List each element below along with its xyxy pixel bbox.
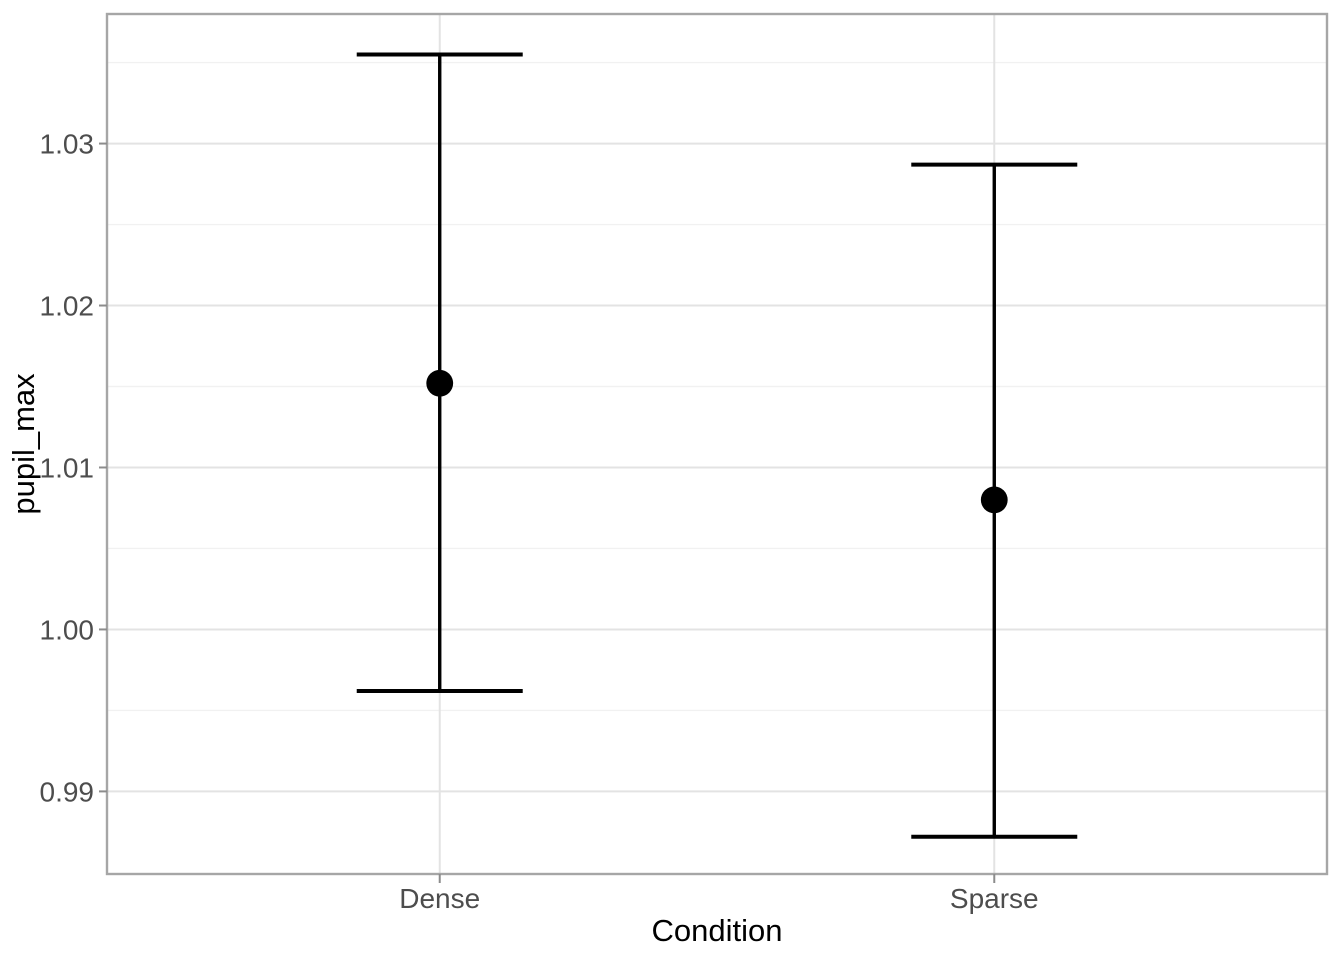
panel-layer [107, 14, 1327, 874]
x-tick-label: Sparse [950, 883, 1039, 914]
y-axis-title: pupil_max [6, 373, 41, 515]
x-axis-title: Condition [652, 913, 783, 948]
y-tick-label: 0.99 [40, 776, 95, 807]
data-layer [356, 52, 1078, 839]
panel-background [107, 14, 1327, 874]
point-mean [980, 486, 1008, 514]
panel-border [105, 12, 1329, 876]
y-tick-label: 1.01 [40, 452, 95, 483]
y-tick-label: 1.00 [40, 614, 95, 645]
y-tick-label: 1.03 [40, 129, 95, 160]
y-tick-label: 1.02 [40, 291, 95, 322]
axes-layer: 0.99 1.00 1.01 1.02 1.03 Dense Sparse [40, 12, 1329, 914]
x-tick-label: Dense [399, 883, 480, 914]
point-mean [426, 369, 454, 397]
